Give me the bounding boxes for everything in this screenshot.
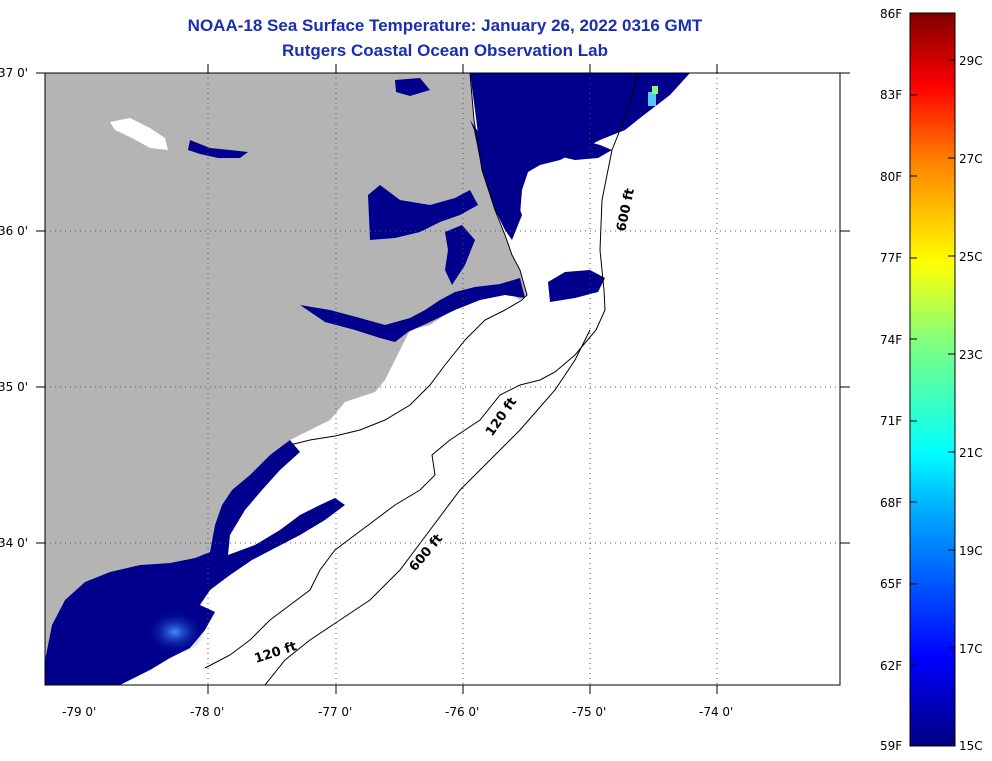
f-label: 86F	[880, 7, 902, 21]
colorbar-celsius-labels: 29C 27C 25C 23C 21C 19C 17C 15C	[959, 54, 983, 753]
contour-600ft-north	[519, 73, 639, 386]
f-label: 65F	[880, 577, 902, 591]
f-label: 59F	[880, 739, 902, 753]
f-label: 80F	[880, 170, 902, 184]
graticule	[45, 73, 840, 685]
lat-label: 34 0'	[0, 536, 28, 550]
lon-label: -78 0'	[190, 705, 224, 719]
lon-label: -76 0'	[445, 705, 479, 719]
f-label: 71F	[880, 414, 902, 428]
lat-label: 37 0'	[0, 66, 28, 80]
coastline	[289, 73, 528, 446]
warm-water-spot	[145, 610, 205, 654]
chart-title: NOAA-18 Sea Surface Temperature: January…	[187, 16, 703, 35]
contour-120ft	[204, 384, 521, 669]
c-label: 19C	[959, 544, 983, 558]
lon-label: -79 0'	[62, 705, 96, 719]
colorbar-ticks	[910, 12, 955, 747]
c-label: 27C	[959, 152, 983, 166]
c-label: 29C	[959, 54, 983, 68]
c-label: 25C	[959, 250, 983, 264]
lon-label: -77 0'	[318, 705, 352, 719]
f-label: 62F	[880, 659, 902, 673]
c-label: 21C	[959, 446, 983, 460]
c-label: 23C	[959, 348, 983, 362]
f-label: 74F	[880, 333, 902, 347]
cold-water-region	[45, 73, 690, 685]
colorbar	[909, 12, 956, 747]
lat-label: 36 0'	[0, 224, 28, 238]
lon-label: -75 0'	[572, 705, 606, 719]
axis-ticks	[36, 64, 850, 694]
c-label: 17C	[959, 642, 983, 656]
colorbar-fahrenheit-labels: 86F 83F 80F 77F 74F 71F 68F 65F 62F 59F	[880, 7, 902, 753]
warm-water-pixel	[652, 86, 658, 94]
chart-subtitle: Rutgers Coastal Ocean Observation Lab	[282, 41, 608, 60]
f-label: 77F	[880, 251, 902, 265]
f-label: 68F	[880, 496, 902, 510]
warm-water-pixel	[648, 92, 656, 106]
cloud-patch	[110, 118, 168, 150]
f-label: 83F	[880, 88, 902, 102]
lon-label: -74 0'	[699, 705, 733, 719]
c-label: 15C	[959, 739, 983, 753]
lat-label: 35 0'	[0, 380, 28, 394]
contour-600ft-south	[264, 329, 591, 685]
